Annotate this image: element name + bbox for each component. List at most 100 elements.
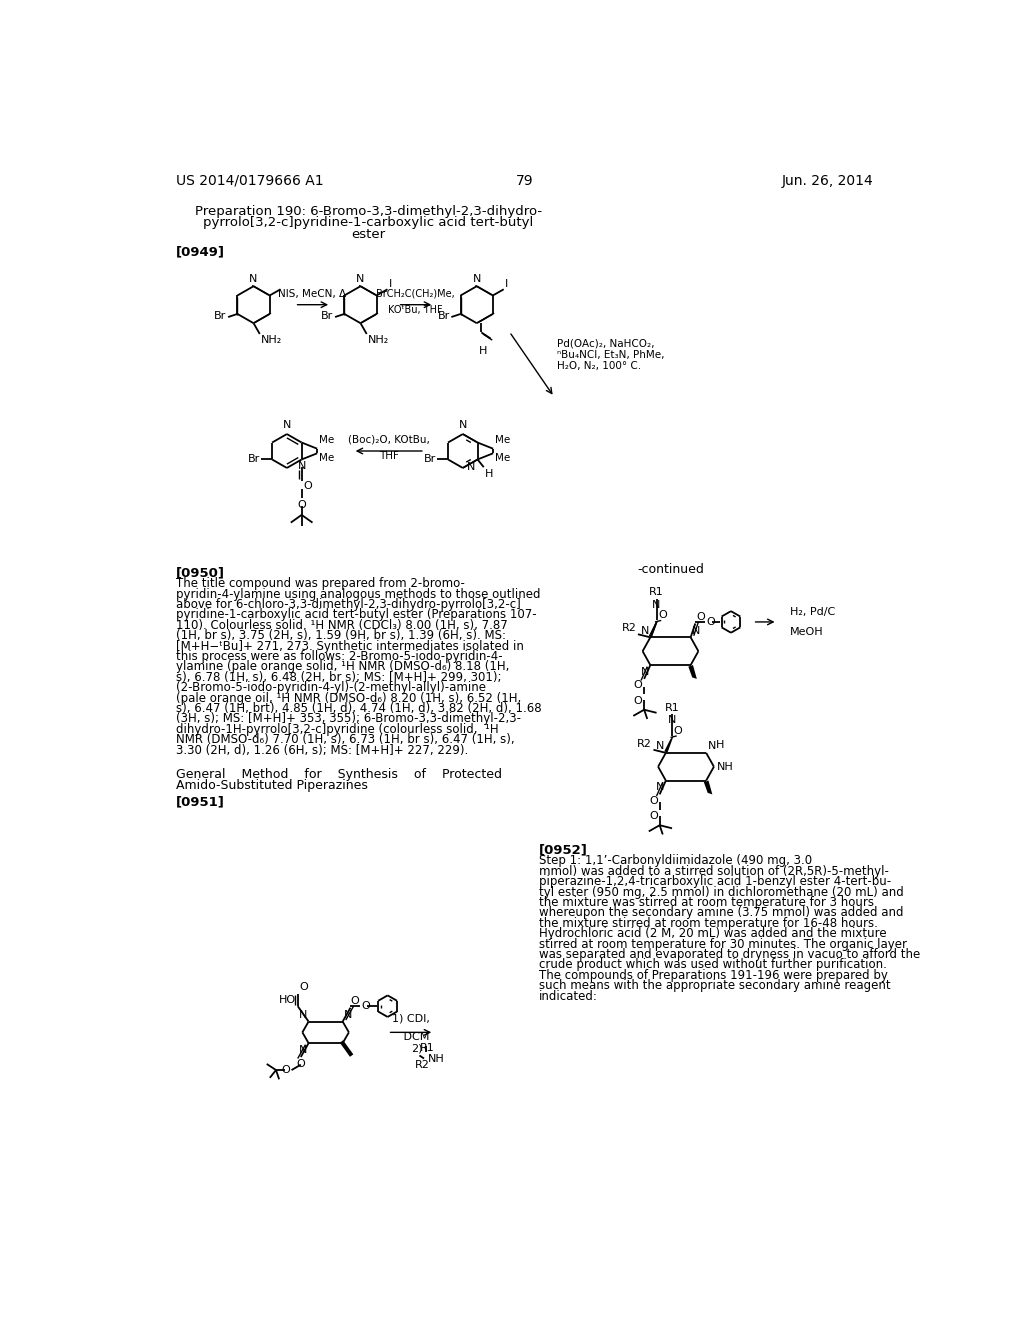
Text: ylamine (pale orange solid, ¹H NMR (DMSO-d₆) 8.18 (1H,: ylamine (pale orange solid, ¹H NMR (DMSO… [176,660,509,673]
Text: was separated and evaporated to dryness in vacuo to afford the: was separated and evaporated to dryness … [539,948,920,961]
Text: NH: NH [428,1053,444,1064]
Text: s), 6.47 (1H, brt), 4.85 (1H, d), 4.74 (1H, d), 3.82 (2H, d), 1.68: s), 6.47 (1H, brt), 4.85 (1H, d), 4.74 (… [176,702,542,715]
Polygon shape [703,780,713,795]
Text: THF: THF [379,451,399,461]
Text: O: O [282,1065,290,1074]
Text: (1H, br s), 3.75 (2H, s), 1.59 (9H, br s), 1.39 (6H, s). MS:: (1H, br s), 3.75 (2H, s), 1.59 (9H, br s… [176,630,506,643]
Text: N: N [652,599,660,610]
Text: 110). Colourless solid. ¹H NMR (CDCl₃) 8.00 (1H, s), 7.87: 110). Colourless solid. ¹H NMR (CDCl₃) 8… [176,619,508,632]
Text: O: O [634,681,643,690]
Text: I: I [505,279,509,289]
Text: R2: R2 [637,739,652,748]
Text: R2: R2 [415,1060,430,1071]
Text: N: N [472,275,481,284]
Text: Pd(OAc)₂, NaHCO₂,: Pd(OAc)₂, NaHCO₂, [557,338,654,348]
Text: pyrrolo[3,2-c]pyridine-1-carboxylic acid tert-butyl: pyrrolo[3,2-c]pyridine-1-carboxylic acid… [203,216,534,230]
Text: BrCH₂C(CH₂)Me,: BrCH₂C(CH₂)Me, [376,289,455,298]
Text: crude product which was used without further purification.: crude product which was used without fur… [539,958,887,972]
Text: (2-Bromo-5-iodo-pyridin-4-yl)-(2-methyl-allyl)-amine: (2-Bromo-5-iodo-pyridin-4-yl)-(2-methyl-… [176,681,486,694]
Text: Preparation 190: 6-Bromo-3,3-dimethyl-2,3-dihydro-: Preparation 190: 6-Bromo-3,3-dimethyl-2,… [195,205,542,218]
Text: dihydro-1H-pyrrolo[3,2-c]pyridine (colourless solid,  ¹H: dihydro-1H-pyrrolo[3,2-c]pyridine (colou… [176,723,499,735]
Text: H₂, Pd/C: H₂, Pd/C [790,607,836,618]
Text: NH: NH [717,762,734,772]
Text: MeOH: MeOH [790,627,823,636]
Text: (3H, s); MS: [M+H]+ 353, 355); 6-Bromo-3,3-dimethyl-2,3-: (3H, s); MS: [M+H]+ 353, 355); 6-Bromo-3… [176,713,521,726]
Polygon shape [665,737,674,752]
Text: [0951]: [0951] [176,796,225,809]
Text: N: N [344,1010,352,1020]
Text: N: N [297,461,306,471]
Text: indicated:: indicated: [539,990,598,1003]
Text: O: O [649,796,658,807]
Text: Br: Br [423,454,435,465]
Text: s), 6.78 (1H, s), 6.48 (2H, br s); MS: [M+H]+ 299, 301);: s), 6.78 (1H, s), 6.48 (2H, br s); MS: [… [176,671,502,684]
Text: R1: R1 [420,1043,435,1053]
Text: (pale orange oil, ¹H NMR (DMSO-d₆) 8.20 (1H, s), 6.52 (1H,: (pale orange oil, ¹H NMR (DMSO-d₆) 8.20 … [176,692,521,705]
Text: Br: Br [214,312,226,321]
Text: KOᵗBu, THF: KOᵗBu, THF [388,305,442,314]
Text: piperazine-1,2,4-tricarboxylic acid 1-benzyl ester 4-tert-bu-: piperazine-1,2,4-tricarboxylic acid 1-be… [539,875,891,888]
Text: H₂O, N₂, 100° C.: H₂O, N₂, 100° C. [557,362,641,371]
Text: 3.30 (2H, d), 1.26 (6H, s); MS: [M+H]+ 227, 229).: 3.30 (2H, d), 1.26 (6H, s); MS: [M+H]+ 2… [176,743,468,756]
Text: Br: Br [437,312,450,321]
Text: mmol) was added to a stirred solution of (2R,5R)-5-methyl-: mmol) was added to a stirred solution of… [539,865,889,878]
Text: H: H [485,469,494,479]
Text: N: N [356,275,365,284]
Text: 1) CDI,: 1) CDI, [392,1014,430,1023]
Text: Me: Me [496,434,511,445]
Text: N: N [640,667,649,677]
Text: tyl ester (950 mg, 2.5 mmol) in dichloromethane (20 mL) and: tyl ester (950 mg, 2.5 mmol) in dichloro… [539,886,903,899]
Text: NMR (DMSO-d₆) 7.70 (1H, s), 6.73 (1H, br s), 6.47 (1H, s),: NMR (DMSO-d₆) 7.70 (1H, s), 6.73 (1H, br… [176,733,515,746]
Text: -continued: -continued [637,562,703,576]
Text: R2: R2 [622,623,636,634]
Text: N: N [467,462,475,471]
Text: O: O [303,480,312,491]
Text: Jun. 26, 2014: Jun. 26, 2014 [781,174,873,187]
Text: N: N [299,1044,307,1055]
Text: N: N [656,742,665,751]
Polygon shape [649,620,658,638]
Text: General    Method    for    Synthesis    of    Protected: General Method for Synthesis of Protecte… [176,768,502,781]
Text: H: H [716,739,724,750]
Text: N: N [692,626,700,636]
Text: ⁿBu₄NCl, Et₃N, PhMe,: ⁿBu₄NCl, Et₃N, PhMe, [557,350,665,360]
Text: (Boc)₂O, KOtBu,: (Boc)₂O, KOtBu, [348,434,430,444]
Text: Br: Br [248,454,260,465]
Text: Me: Me [319,453,335,462]
Text: O: O [299,982,308,993]
Text: US 2014/0179666 A1: US 2014/0179666 A1 [176,174,324,187]
Text: Hydrochloric acid (2 M, 20 mL) was added and the mixture: Hydrochloric acid (2 M, 20 mL) was added… [539,927,887,940]
Text: I: I [389,279,392,289]
Text: O: O [658,610,667,620]
Text: O: O [707,616,715,627]
Text: N: N [668,715,676,725]
Text: Me: Me [496,453,511,462]
Text: N: N [708,742,716,751]
Text: Me: Me [319,434,335,445]
Text: [0950]: [0950] [176,566,225,579]
Text: [M+H−ᵗBu]+ 271, 273. Synthetic intermediates isolated in: [M+H−ᵗBu]+ 271, 273. Synthetic intermedi… [176,640,524,652]
Text: 79: 79 [516,174,534,187]
Text: DCM: DCM [392,1032,429,1043]
Text: O: O [649,812,658,821]
Text: [0949]: [0949] [176,246,225,259]
Text: O: O [297,499,306,510]
Text: this process were as follows: 2-Bromo-5-iodo-pyridin-4-: this process were as follows: 2-Bromo-5-… [176,649,503,663]
Text: N: N [283,420,291,430]
Text: O: O [697,612,706,622]
Text: O: O [297,1059,305,1068]
Text: N: N [459,420,467,430]
Text: whereupon the secondary amine (3.75 mmol) was added and: whereupon the secondary amine (3.75 mmol… [539,907,903,920]
Text: O: O [350,997,359,1006]
Text: R1: R1 [665,702,680,713]
Text: O: O [674,726,682,737]
Text: N: N [299,1010,307,1020]
Text: The title compound was prepared from 2-bromo-: The title compound was prepared from 2-b… [176,577,465,590]
Text: O: O [361,1001,370,1011]
Text: N: N [656,781,665,792]
Text: the mixture was stirred at room temperature for 3 hours: the mixture was stirred at room temperat… [539,896,873,909]
Text: such means with the appropriate secondary amine reagent: such means with the appropriate secondar… [539,979,891,993]
Text: stirred at room temperature for 30 minutes. The organic layer: stirred at room temperature for 30 minut… [539,937,906,950]
Text: the mixture stirred at room temperature for 16-48 hours.: the mixture stirred at room temperature … [539,917,878,929]
Text: pyridine-1-carboxylic acid tert-butyl ester (Preparations 107-: pyridine-1-carboxylic acid tert-butyl es… [176,609,537,622]
